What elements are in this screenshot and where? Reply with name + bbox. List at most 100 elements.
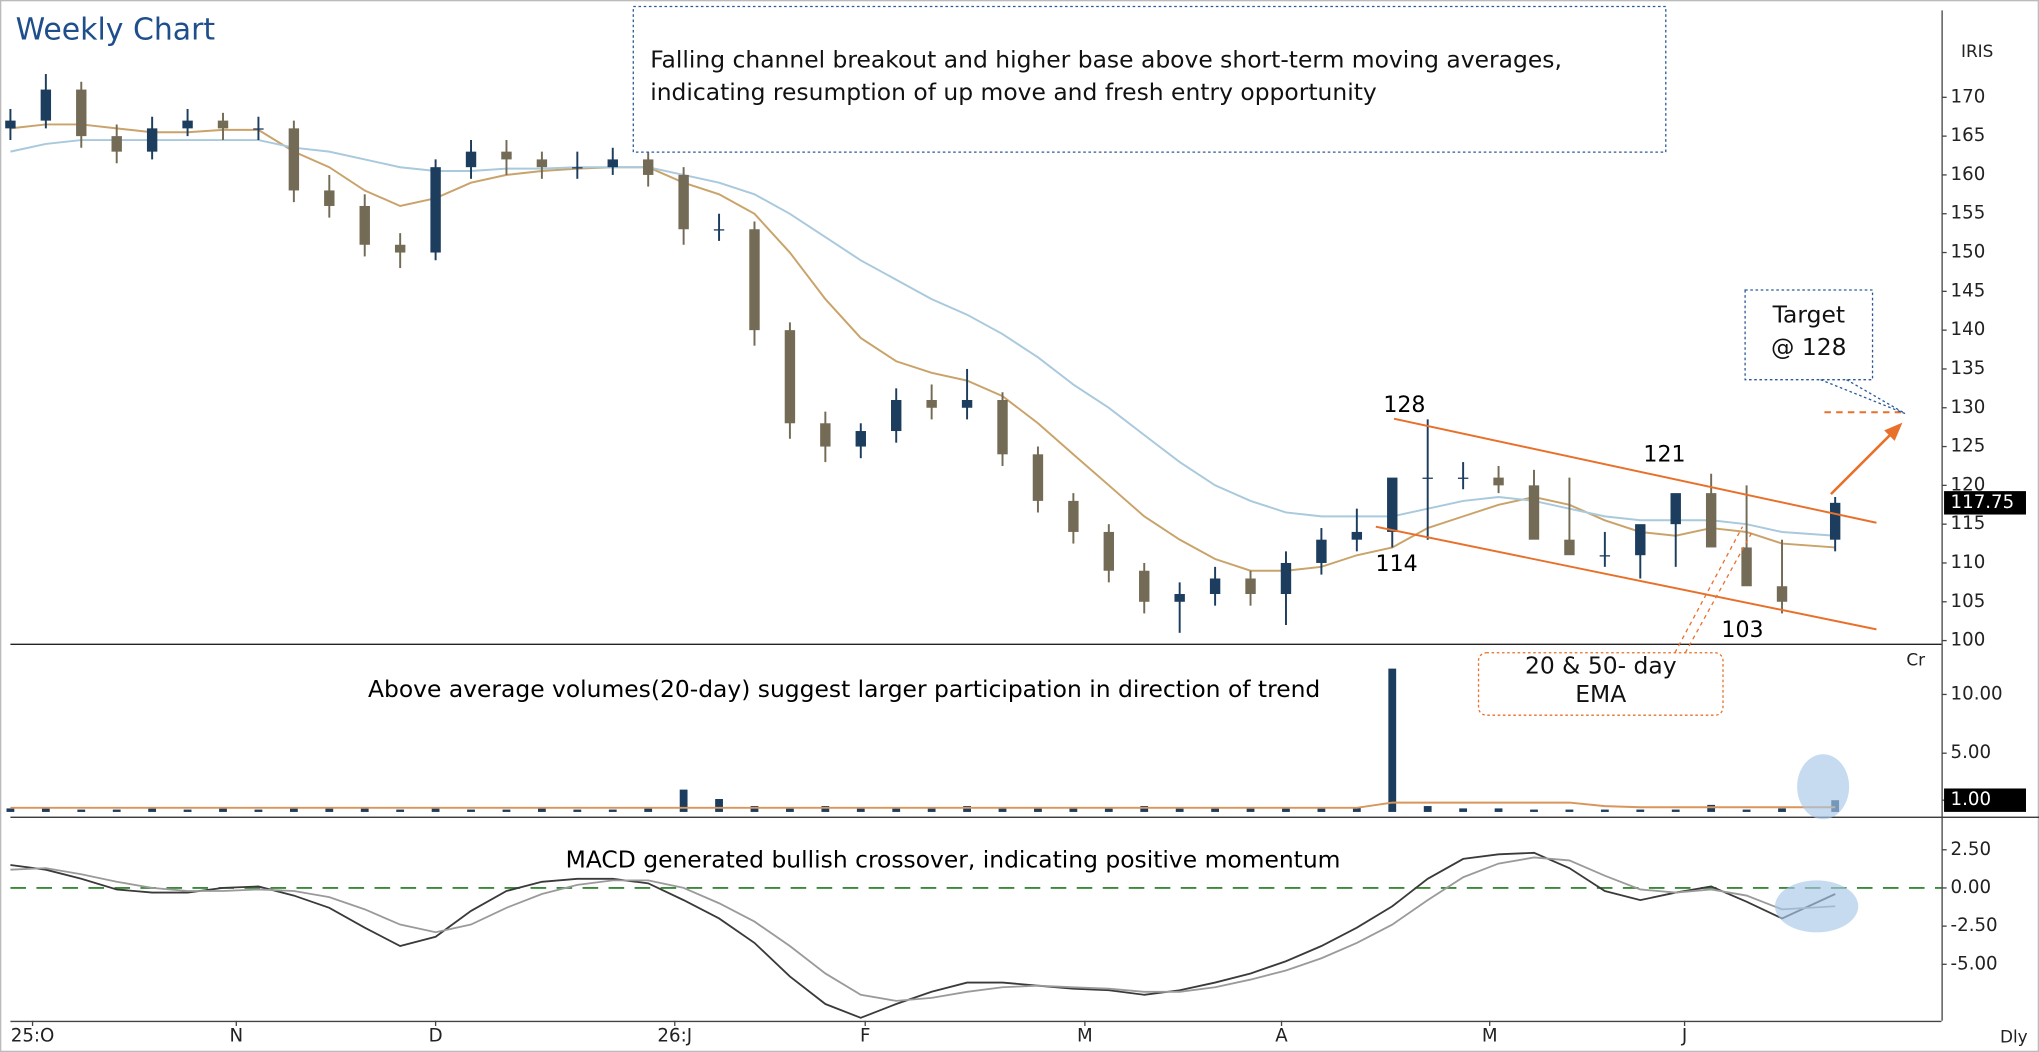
price-badge	[1944, 491, 2026, 515]
candle-body	[1280, 562, 1292, 595]
volume-bar	[148, 808, 157, 812]
y-tick-label: -5.00	[1951, 953, 1998, 974]
volume-bar	[360, 808, 369, 812]
volume-bar	[750, 806, 759, 812]
y-tick-label: 2.50	[1951, 839, 1992, 860]
annotation-text: Falling channel breakout and higher base…	[650, 46, 1562, 107]
x-tick-label: M	[1077, 1025, 1093, 1046]
volume-bar	[892, 807, 901, 812]
pointer	[1846, 379, 1906, 415]
moving-average	[10, 123, 1836, 572]
candle-body	[5, 120, 16, 129]
volume-bar	[963, 806, 971, 812]
volume-bar	[1140, 806, 1149, 812]
candle-body	[1705, 493, 1717, 548]
volume-bar	[1459, 808, 1468, 812]
volume-bar	[41, 808, 50, 812]
candle-body	[76, 89, 87, 137]
volume-bar	[679, 789, 688, 812]
candle-body	[1528, 485, 1540, 540]
period-label: Dly	[2000, 1027, 2028, 1047]
volume-bar	[856, 807, 865, 812]
highlight	[1775, 880, 1859, 933]
candle-body	[1032, 454, 1044, 501]
candle-body	[1209, 578, 1221, 595]
volume-bar	[1352, 807, 1361, 812]
volume-bar	[502, 809, 511, 812]
candle-body	[926, 399, 937, 408]
annotation-box	[632, 5, 1667, 153]
y-tick-label: 115	[1951, 513, 1986, 534]
candle-body	[217, 120, 229, 129]
volume-bar	[821, 806, 830, 812]
volume-bar	[289, 807, 298, 812]
y-tick-label: 135	[1951, 358, 1986, 379]
x-tick-label: F	[860, 1025, 870, 1046]
y-tick-label: 145	[1951, 280, 1986, 301]
candle-body	[678, 174, 689, 230]
annotation: Above average volumes(20-day) suggest la…	[368, 675, 1320, 703]
candle-body	[1422, 477, 1433, 479]
candle-body	[1103, 531, 1115, 571]
volume-bar	[219, 808, 227, 812]
y-tick-label: 150	[1951, 242, 1986, 263]
candle-body	[501, 151, 512, 160]
candle-body	[1387, 477, 1398, 532]
candle-body	[146, 128, 158, 152]
arrow	[1830, 430, 1895, 496]
point-label: 128	[1383, 392, 1425, 418]
volume-average	[10, 801, 1836, 809]
volume-bar	[1742, 809, 1751, 812]
candle-body	[359, 205, 370, 245]
macd-line	[10, 851, 1836, 1019]
last-price: 117.75	[1951, 492, 2015, 513]
candle-body	[1351, 531, 1363, 540]
moving-average	[10, 139, 1836, 537]
candle-body	[394, 244, 406, 253]
volume-bar	[537, 808, 546, 812]
y-tick-label: 120	[1951, 474, 1986, 495]
volume-bar	[1069, 807, 1078, 812]
candle-body	[891, 399, 902, 432]
y-tick-label: 0.00	[1951, 877, 1992, 898]
volume-bar	[183, 809, 192, 812]
candle-body	[1068, 500, 1079, 532]
volume-bar	[254, 809, 263, 812]
candle-body	[1741, 547, 1752, 587]
plot-layer: 100 105 110 115 120 125 130 135 140 145 150 155 160 1…	[5, 74, 2026, 1046]
y-tick-label: 125	[1951, 436, 1986, 457]
candle-body	[1316, 539, 1327, 563]
volume-bar	[715, 799, 723, 812]
y-tick-label: 10.00	[1951, 683, 2003, 704]
candle-body	[1457, 477, 1469, 479]
ema-text: 20 & 50- day EMA	[1524, 652, 1677, 709]
volume-bar	[1494, 808, 1503, 812]
candle-body	[855, 431, 866, 447]
volume-bar	[1636, 809, 1645, 812]
x-tick-label: 25:O	[11, 1025, 55, 1046]
y-tick-label: -2.50	[1951, 915, 1998, 936]
volume-bar	[112, 809, 121, 812]
point-label: 121	[1643, 442, 1685, 468]
volume-bar	[1246, 808, 1255, 812]
candle-body	[324, 190, 335, 206]
x-tick-label: M	[1482, 1025, 1498, 1046]
candle-body	[1493, 477, 1504, 486]
y-tick-label: 155	[1951, 203, 1986, 224]
target-box	[1744, 289, 1874, 381]
value-badge	[1944, 788, 2026, 812]
volume-bar	[1034, 807, 1042, 812]
volume-bar	[998, 807, 1007, 812]
candle-body	[713, 229, 725, 231]
y-tick-label: 1.00	[1951, 789, 1992, 810]
volume-bar	[1104, 807, 1113, 812]
candle-body	[182, 120, 193, 129]
candle-body	[961, 399, 973, 408]
volume-bar	[396, 809, 405, 812]
volume-bar	[1211, 808, 1220, 812]
volume-bar	[1565, 809, 1574, 812]
y-tick-label: 110	[1951, 552, 1986, 573]
volume-bar	[1671, 809, 1680, 812]
